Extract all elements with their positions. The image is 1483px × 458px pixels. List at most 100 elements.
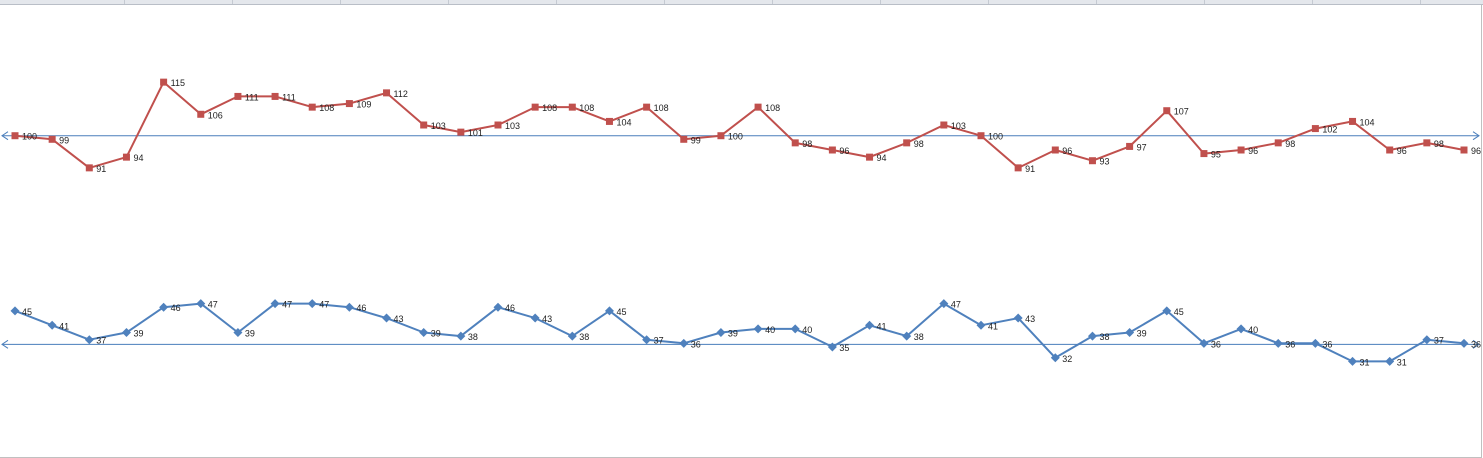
series-2-data-label: 31	[1397, 357, 1407, 367]
series-2-data-label: 46	[356, 303, 366, 313]
series-1-line	[14, 81, 1465, 169]
column-header-strip	[0, 0, 1483, 5]
series-2-data-label: 47	[208, 300, 218, 310]
series-2-point	[716, 328, 726, 337]
series-2-point	[976, 320, 986, 330]
series-1-point	[1200, 150, 1208, 158]
series-1-point	[420, 121, 428, 129]
series-2-point	[1385, 356, 1395, 366]
series-1-data-label: 108	[579, 103, 594, 113]
series-1-data-label: 98	[802, 139, 812, 149]
column-divider	[448, 0, 449, 4]
series-1-point	[791, 139, 799, 147]
series-1-data-label: 104	[616, 117, 631, 127]
series-2-data-label: 38	[914, 332, 924, 342]
series-1-point	[680, 135, 688, 143]
series-1-data-label: 94	[133, 153, 143, 163]
series-2-point	[47, 320, 57, 330]
series-2-data-label: 39	[245, 329, 255, 339]
column-divider	[664, 0, 665, 4]
series-1-data-label: 91	[1025, 164, 1035, 174]
axis-arrow-right-2	[1472, 339, 1480, 349]
series-2-data-label: 36	[1322, 339, 1332, 349]
series-1-data-label: 111	[245, 92, 259, 102]
series-1-point	[940, 121, 948, 129]
series-1-data-label: 108	[542, 103, 557, 113]
series-1-data-label: 100	[22, 132, 37, 142]
series-1-data-label: 108	[765, 103, 780, 113]
series-2-point	[642, 335, 652, 345]
series-2-point	[159, 302, 169, 312]
series-2-point	[1013, 313, 1023, 323]
column-divider	[772, 0, 773, 4]
series-2-data-label: 37	[654, 336, 664, 346]
series-1-point	[1237, 146, 1245, 154]
series-1-point	[605, 117, 613, 125]
series-2-point	[530, 313, 540, 323]
series-1-data-label: 97	[1137, 142, 1147, 152]
series-1-data-label: 111	[282, 92, 296, 102]
series-2-data-label: 32	[1062, 354, 1072, 364]
series-1-data-label: 100	[728, 132, 743, 142]
series-1-point	[1349, 117, 1357, 125]
series-2-data-label: 45	[1174, 307, 1184, 317]
series-2-data-label: 40	[1248, 325, 1258, 335]
series-2-point	[84, 335, 94, 345]
series-1-data-label: 96	[1248, 146, 1258, 156]
series-2-group: 45 41 37 39 46 47 39 47 47 46 43 39 38 46 43 38 45 37 36 39…	[1, 299, 1481, 367]
series-2-data-label: 46	[171, 303, 181, 313]
series-1-data-label: 95	[1211, 150, 1221, 160]
series-2-point	[679, 338, 689, 348]
series-2-data-label: 36	[1285, 339, 1295, 349]
series-2-point	[1273, 338, 1283, 348]
series-1-data-label: 98	[914, 139, 924, 149]
series-2-data-label: 46	[505, 303, 515, 313]
series-1-point	[903, 139, 911, 147]
series-2-data-label: 36	[1211, 339, 1221, 349]
series-2-point	[1422, 335, 1432, 345]
column-divider	[1204, 0, 1205, 4]
column-divider	[340, 0, 341, 4]
series-1-point	[11, 132, 19, 140]
series-1-point	[308, 103, 316, 111]
series-2-point	[790, 324, 800, 334]
series-2-point	[753, 324, 763, 334]
series-2-data-label: 41	[877, 321, 887, 331]
series-2-point	[827, 342, 837, 352]
series-2-data-label: 35	[839, 343, 849, 353]
series-1-data-label: 96	[1062, 146, 1072, 156]
series-1-data-label: 102	[1322, 125, 1337, 135]
series-1-point	[122, 153, 130, 161]
series-1-data-label: 96	[1471, 146, 1481, 156]
series-1-data-label: 108	[319, 103, 334, 113]
series-1-point	[1051, 146, 1059, 154]
series-1-point	[1423, 139, 1431, 147]
line-chart: 100 99 91 94 115 106 111 111 108 109 112 103 101 103 1…	[1, 78, 1481, 367]
series-2-point	[865, 320, 875, 330]
column-divider	[1096, 0, 1097, 4]
series-1-point	[234, 92, 242, 100]
series-2-point	[939, 299, 949, 309]
axis-arrow-right-1	[1472, 131, 1480, 141]
series-2-data-label: 37	[96, 336, 106, 346]
axis-arrow-left-1	[1, 131, 9, 141]
series-1-point	[643, 103, 651, 111]
series-1-data-label: 104	[1360, 117, 1375, 127]
series-2-data-label: 39	[133, 329, 143, 339]
series-2-data-label: 36	[691, 339, 701, 349]
series-2-point	[1348, 356, 1358, 366]
series-2-data-label: 31	[1360, 357, 1370, 367]
series-1-point	[197, 110, 205, 118]
series-1-data-label: 115	[171, 78, 185, 88]
series-1-point	[977, 132, 985, 140]
series-2-point	[233, 328, 243, 337]
series-1-data-label: 96	[839, 146, 849, 156]
series-2-point	[307, 299, 317, 309]
series-1-data-label: 91	[96, 164, 106, 174]
series-1-point	[717, 132, 725, 140]
series-1-data-label: 99	[691, 135, 701, 145]
chart-area[interactable]: 100 99 91 94 115 106 111 111 108 109 112 103 101 103 1…	[0, 5, 1482, 458]
series-2-point	[270, 299, 280, 309]
series-1-data-label: 93	[1099, 157, 1109, 167]
axis-arrow-left-2	[1, 339, 9, 349]
